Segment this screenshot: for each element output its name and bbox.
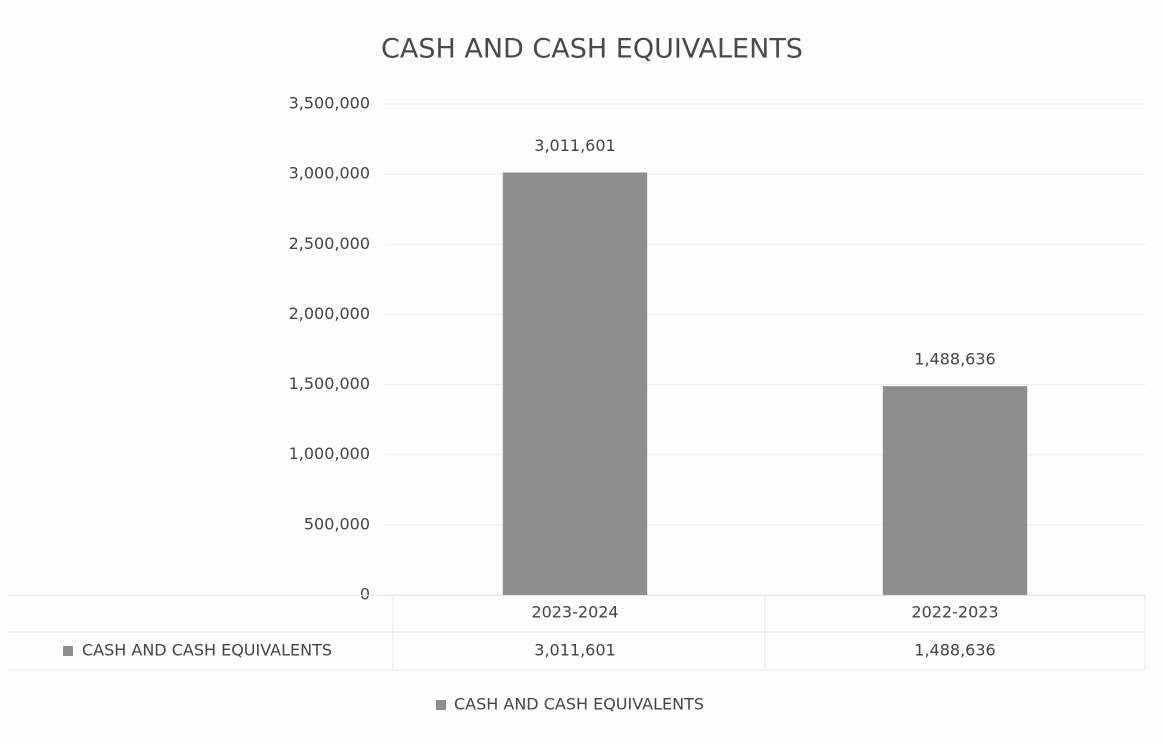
y-tick-label: 2,500,000 xyxy=(289,234,370,253)
y-tick-label: 1,500,000 xyxy=(289,374,370,393)
y-tick-label: 500,000 xyxy=(304,514,370,533)
data-label: 3,011,601 xyxy=(534,136,615,155)
table-legend-key xyxy=(63,646,73,656)
bar xyxy=(502,172,648,596)
y-tick-label: 3,000,000 xyxy=(289,164,370,183)
table-value: 3,011,601 xyxy=(534,641,615,660)
data-label: 1,488,636 xyxy=(914,350,995,369)
bar xyxy=(882,386,1028,595)
x-tick-label: 2023-2024 xyxy=(531,603,618,622)
chart-title: CASH AND CASH EQUIVALENTS xyxy=(381,34,803,65)
y-tick-label: 2,000,000 xyxy=(289,304,370,323)
y-tick-label: 3,500,000 xyxy=(289,94,370,113)
table-value: 1,488,636 xyxy=(914,641,995,660)
x-tick-label: 2022-2023 xyxy=(911,603,998,622)
table-series-name: CASH AND CASH EQUIVALENTS xyxy=(82,641,332,660)
y-tick-label: 1,000,000 xyxy=(289,444,370,463)
legend-key xyxy=(436,700,446,710)
legend-label: CASH AND CASH EQUIVALENTS xyxy=(454,695,704,714)
y-tick-label: 0 xyxy=(360,585,370,604)
